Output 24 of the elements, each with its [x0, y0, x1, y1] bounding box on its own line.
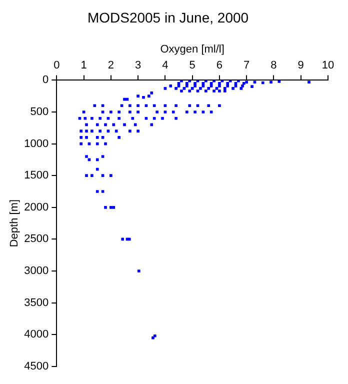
y-tick-label: 1000 [24, 138, 49, 150]
y-tick-label: 3500 [24, 296, 49, 309]
y-tick-label: 4000 [24, 328, 49, 341]
x-tick-label: 4 [162, 60, 168, 72]
x-tick-label: 3 [135, 60, 142, 72]
x-tick-label: 0 [54, 60, 60, 72]
y-tick-label: 0 [42, 74, 49, 86]
x-tick-label: 1 [80, 60, 87, 72]
x-axis-title: Oxygen [ml/l] [160, 43, 224, 56]
x-tick-label: 8 [270, 60, 277, 72]
x-tick-label: 6 [216, 60, 223, 72]
x-tick-label: 2 [108, 60, 114, 72]
y-tick-label: 500 [30, 106, 49, 118]
y-tick-label: 4500 [24, 360, 49, 372]
x-tick-label: 5 [189, 60, 196, 72]
y-tick-label: 1500 [24, 170, 49, 182]
y-axis-title: Depth [m] [8, 199, 21, 248]
chart-title: MODS2005 in June, 2000 [87, 9, 249, 26]
x-tick-label: 7 [244, 60, 250, 72]
y-tick-label: 2500 [24, 233, 49, 246]
y-tick-label: 2000 [24, 201, 49, 214]
x-tick-label: 9 [298, 60, 304, 72]
x-tick-label: 10 [322, 60, 334, 72]
y-tick-label: 3000 [24, 265, 49, 278]
